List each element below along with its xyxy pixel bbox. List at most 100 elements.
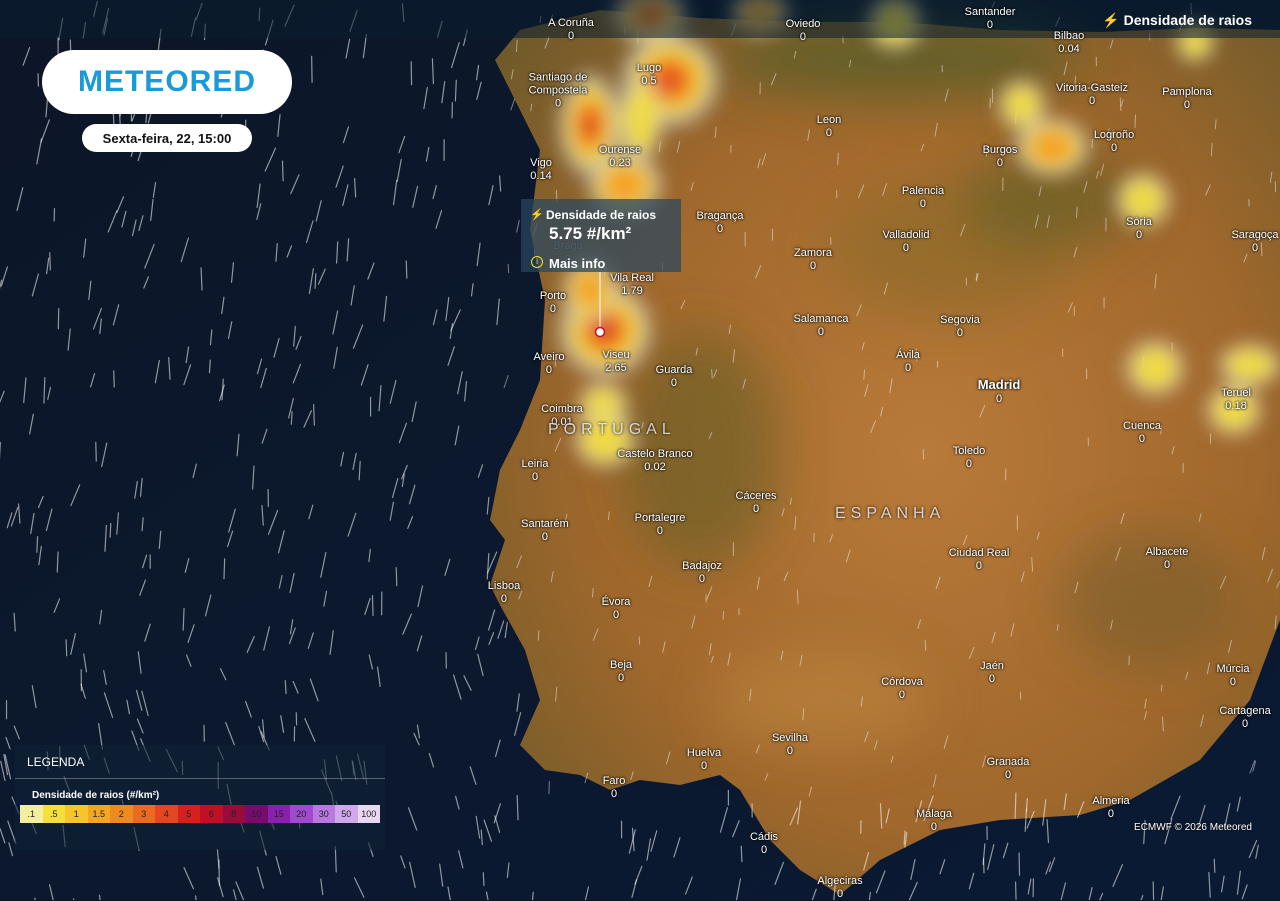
city-value: 2.65 [602,362,629,375]
city-name: Beja [610,659,632,671]
legend-swatch: 15 [268,805,291,823]
wind-streak [110,524,111,538]
city-name: Granada [987,756,1030,768]
city-name: Cuenca [1123,420,1161,432]
city-name: Almeria [1092,795,1129,807]
city-name: Santander [965,6,1016,18]
city-name: Salamanca [793,313,848,325]
wind-streak [1077,207,1078,217]
city-name: Leon [817,114,841,126]
city-value: 0 [1094,142,1134,155]
city-value: 0 [978,393,1021,406]
city-value: 0 [696,223,743,236]
city-value: 0 [980,673,1004,686]
city-name: Vitoria-Gasteiz [1056,82,1128,94]
storm-cell [604,167,647,204]
city-value: 0 [1219,718,1270,731]
wind-streak [592,588,593,596]
city-value: 0 [883,242,930,255]
wind-streak [864,370,865,379]
layer-name[interactable]: ⚡ Densidade de raios [1102,12,1252,29]
city-value: 0 [949,560,1010,573]
city-name: Badajoz [682,560,722,572]
city-name: Vila Real [610,272,654,284]
city-value: 0.14 [530,170,552,183]
layer-label: Densidade de raios [1124,12,1252,28]
city-value: 0 [540,303,566,316]
legend-swatch: 50 [335,805,358,823]
wind-streak [741,846,742,861]
city-name: Cartagena [1219,705,1270,717]
city-value: 0 [1216,676,1249,689]
wind-streak [291,412,292,425]
city-name: Guarda [656,364,693,376]
tooltip-value: 5.75 #/km² [549,224,631,244]
legend-swatch: 5 [178,805,201,823]
city-name: Logroño [1094,129,1134,141]
city-name: Ciudad Real [949,547,1010,559]
city-name: Toledo [953,445,985,457]
legend-swatch: 1 [65,805,88,823]
legend-swatch: 100 [358,805,381,823]
city-value: 0 [902,198,944,211]
storm-cell [1003,85,1040,126]
city-name: Lisboa [488,580,520,592]
city-name: Palencia [902,185,944,197]
city-value: 0 [656,377,693,390]
city-value: 0 [534,364,565,377]
storm-cell [1225,348,1275,382]
city-value: 0.02 [617,461,692,474]
wind-streak [1212,143,1213,156]
city-value: 0 [521,531,569,544]
date-pill[interactable]: Sexta-feira, 22, 15:00 [82,124,252,152]
city-name: Jaén [980,660,1004,672]
country-label: ESPANHA [835,505,945,523]
city-name: Cáceres [736,490,777,502]
city-value: 0 [603,788,626,801]
city-name: Sevilha [772,732,808,744]
logo[interactable]: METEORED [42,50,292,114]
wind-streak [1214,859,1215,872]
storm-cell [1132,346,1179,390]
city-name: Córdova [881,676,923,688]
city-name: Pamplona [1162,86,1212,98]
city-value: 0 [1126,229,1152,242]
city-value: 0 [602,609,631,622]
wind-streak [508,264,509,272]
legend-swatch: 20 [290,805,313,823]
city-value: 0 [1056,95,1128,108]
city-name: Sòria [1126,216,1152,228]
city-value: 0 [896,362,920,375]
city-value: 0 [817,127,841,140]
more-info-link[interactable]: Mais info [549,256,605,271]
wind-streak [483,873,484,886]
city-name: Huelva [687,747,721,759]
wind-streak [538,631,539,640]
city-name: Leiria [522,458,549,470]
city-value: 0 [548,30,594,43]
city-name: Évora [602,596,631,608]
city-name: Zamora [794,247,832,259]
legend-swatch: .1 [20,805,43,823]
wind-streak [50,253,51,270]
